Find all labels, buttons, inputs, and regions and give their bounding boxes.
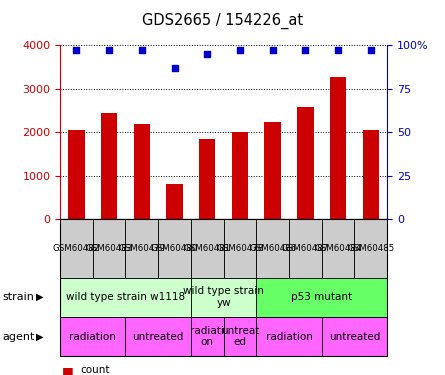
Point [302, 47, 309, 53]
Bar [232, 132, 248, 219]
Text: GSM60481: GSM60481 [184, 244, 231, 253]
Bar [264, 122, 281, 219]
Bar [330, 77, 346, 219]
Point [204, 51, 211, 57]
Point [367, 47, 374, 53]
Text: untreated: untreated [329, 332, 380, 342]
Text: ■: ■ [62, 365, 74, 375]
Text: GSM60478: GSM60478 [216, 244, 263, 253]
Text: radiation: radiation [266, 332, 312, 342]
Text: ▶: ▶ [36, 292, 43, 302]
Text: GSM60479: GSM60479 [118, 244, 166, 253]
Text: count: count [80, 365, 109, 375]
Text: GSM60487: GSM60487 [282, 244, 329, 253]
Point [105, 47, 113, 53]
Bar [297, 107, 314, 219]
Bar [166, 184, 183, 219]
Text: GDS2665 / 154226_at: GDS2665 / 154226_at [142, 13, 303, 29]
Text: radiation: radiation [69, 332, 116, 342]
Text: GSM60485: GSM60485 [347, 244, 394, 253]
Bar [68, 130, 85, 219]
Bar [101, 114, 117, 219]
Text: strain: strain [2, 292, 34, 302]
Text: wild type strain w1118: wild type strain w1118 [66, 292, 185, 302]
Text: GSM60484: GSM60484 [315, 244, 362, 253]
Point [138, 47, 146, 53]
Text: GSM60483: GSM60483 [85, 244, 133, 253]
Bar [134, 124, 150, 219]
Text: GSM60482: GSM60482 [53, 244, 100, 253]
Text: untreated: untreated [133, 332, 184, 342]
Text: untreat
ed: untreat ed [221, 326, 259, 347]
Text: p53 mutant: p53 mutant [291, 292, 352, 302]
Point [269, 47, 276, 53]
Text: GSM60480: GSM60480 [151, 244, 198, 253]
Bar [363, 130, 379, 219]
Text: wild type strain
yw: wild type strain yw [183, 286, 264, 308]
Text: radiati
on: radiati on [190, 326, 224, 347]
Text: GSM60486: GSM60486 [249, 244, 296, 253]
Text: ▶: ▶ [36, 332, 43, 342]
Point [171, 64, 178, 70]
Bar [199, 139, 215, 219]
Point [236, 47, 243, 53]
Text: agent: agent [2, 332, 35, 342]
Point [73, 47, 80, 53]
Point [335, 47, 342, 53]
